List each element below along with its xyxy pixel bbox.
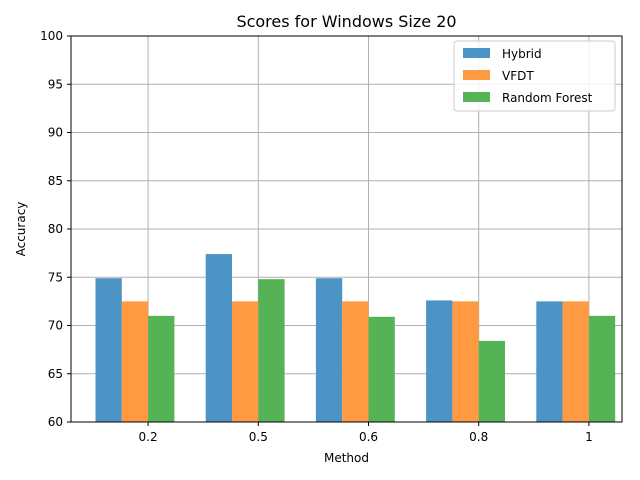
x-tick-label: 0.5 [249, 430, 268, 444]
bar-vfdt-0.2 [121, 301, 149, 422]
bar-vfdt-0.8 [452, 301, 479, 422]
legend-label: VFDT [502, 69, 534, 83]
y-axis-label: Accuracy [14, 202, 28, 257]
y-tick-label: 85 [48, 174, 63, 188]
legend-swatch [463, 70, 490, 80]
bar-vfdt-0.6 [342, 301, 369, 422]
legend-swatch [463, 48, 490, 58]
bar-hybrid-1 [536, 301, 563, 422]
bar-hybrid-0.6 [315, 278, 343, 422]
x-tick-label: 0.6 [359, 430, 378, 444]
x-tick-label: 1 [585, 430, 593, 444]
bar-random-forest-0.8 [478, 340, 505, 422]
bar-hybrid-0.2 [95, 278, 122, 422]
bar-hybrid-0.5 [205, 254, 232, 422]
y-tick-label: 80 [48, 222, 63, 236]
legend: Hybrid VFDT Random Forest [453, 40, 616, 112]
x-tick-label: 0.2 [139, 430, 158, 444]
y-tick-label: 70 [48, 319, 63, 333]
y-tick-label: 95 [48, 77, 63, 91]
legend-label: Hybrid [502, 47, 542, 61]
bar-vfdt-1 [562, 301, 589, 422]
bar-random-forest-1 [588, 315, 616, 422]
legend-swatch [463, 92, 490, 102]
legend-label: Random Forest [502, 91, 593, 105]
y-tick-label: 60 [48, 415, 63, 429]
axis-ticks: 60 65 70 75 80 85 90 95 100 0.2 0.5 0.6 0.8 1 [40, 29, 593, 444]
bar-random-forest-0.5 [258, 279, 285, 422]
bar-random-forest-0.6 [368, 316, 395, 422]
y-tick-label: 65 [48, 367, 63, 381]
y-tick-label: 75 [48, 270, 63, 284]
bar-vfdt-0.5 [232, 301, 259, 422]
x-axis-label: Method [324, 451, 369, 465]
x-tick-label: 0.8 [469, 430, 488, 444]
y-tick-label: 100 [40, 29, 63, 43]
chart-title: Scores for Windows Size 20 [236, 12, 456, 31]
bar-random-forest-0.2 [148, 315, 175, 422]
y-tick-label: 90 [48, 126, 63, 140]
legend-box [453, 40, 616, 112]
bar-hybrid-0.8 [426, 300, 453, 422]
bars [95, 254, 616, 422]
